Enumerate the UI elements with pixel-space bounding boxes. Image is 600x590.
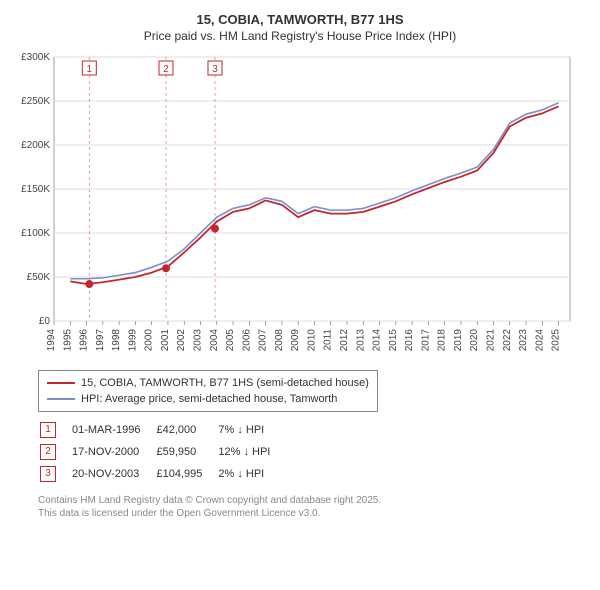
svg-text:1995: 1995	[62, 329, 73, 352]
svg-text:£0: £0	[39, 316, 51, 327]
sale-delta: 12% ↓ HPI	[218, 442, 284, 462]
sale-marker-chip: 2	[40, 444, 56, 460]
sale-price: £104,995	[156, 464, 216, 484]
legend-swatch	[47, 382, 75, 384]
sales-table: 1 01-MAR-1996£42,0007% ↓ HPI 2 17-NOV-2000£…	[38, 418, 286, 486]
svg-text:2018: 2018	[437, 329, 448, 352]
table-row: 1 01-MAR-1996£42,0007% ↓ HPI	[40, 420, 284, 440]
svg-text:2019: 2019	[453, 329, 464, 352]
sale-marker-chip: 1	[40, 422, 56, 438]
svg-text:2000: 2000	[144, 329, 155, 352]
footer-line1: Contains HM Land Registry data © Crown c…	[38, 494, 590, 507]
svg-text:1998: 1998	[111, 329, 122, 352]
sale-price: £42,000	[156, 420, 216, 440]
svg-text:2021: 2021	[485, 329, 496, 352]
svg-text:2: 2	[163, 64, 169, 75]
svg-text:2023: 2023	[518, 329, 529, 352]
page-title: 15, COBIA, TAMWORTH, B77 1HS	[10, 12, 590, 27]
sale-delta: 7% ↓ HPI	[218, 420, 284, 440]
sale-date: 20-NOV-2003	[72, 464, 154, 484]
svg-text:2017: 2017	[420, 329, 431, 352]
legend: 15, COBIA, TAMWORTH, B77 1HS (semi-detac…	[38, 370, 378, 412]
table-row: 2 17-NOV-2000£59,95012% ↓ HPI	[40, 442, 284, 462]
footer-line2: This data is licensed under the Open Gov…	[38, 507, 590, 520]
sale-marker-chip: 3	[40, 466, 56, 482]
sale-date: 01-MAR-1996	[72, 420, 154, 440]
page-subtitle: Price paid vs. HM Land Registry's House …	[10, 29, 590, 43]
legend-row: HPI: Average price, semi-detached house,…	[47, 391, 369, 407]
sale-date: 17-NOV-2000	[72, 442, 154, 462]
svg-text:2008: 2008	[274, 329, 285, 352]
svg-text:£250K: £250K	[21, 96, 50, 107]
chart-container: £0 £50K £100K £150K £200K £250K £300K 1994 1995 1…	[16, 49, 590, 364]
legend-label: HPI: Average price, semi-detached house,…	[81, 391, 337, 407]
svg-text:2015: 2015	[388, 329, 399, 352]
svg-text:2003: 2003	[192, 329, 203, 352]
legend-swatch	[47, 398, 75, 400]
svg-text:1994: 1994	[46, 329, 57, 352]
svg-text:2013: 2013	[355, 329, 366, 352]
svg-text:1: 1	[87, 64, 93, 75]
svg-text:2007: 2007	[258, 329, 269, 352]
price-chart: £0 £50K £100K £150K £200K £250K £300K 1994 1995 1…	[16, 49, 576, 359]
svg-text:2006: 2006	[241, 329, 252, 352]
svg-text:2024: 2024	[534, 329, 545, 352]
svg-text:3: 3	[212, 64, 218, 75]
svg-text:£50K: £50K	[27, 272, 51, 283]
svg-text:2011: 2011	[323, 329, 334, 351]
svg-text:2014: 2014	[372, 329, 383, 352]
svg-text:£200K: £200K	[21, 140, 50, 151]
svg-text:£300K: £300K	[21, 52, 50, 63]
sale-delta: 2% ↓ HPI	[218, 464, 284, 484]
svg-text:1997: 1997	[95, 329, 106, 352]
svg-text:2025: 2025	[551, 329, 562, 352]
svg-text:2009: 2009	[290, 329, 301, 352]
sale-price: £59,950	[156, 442, 216, 462]
svg-text:£150K: £150K	[21, 184, 50, 195]
svg-text:£100K: £100K	[21, 228, 50, 239]
svg-text:2002: 2002	[176, 329, 187, 352]
legend-label: 15, COBIA, TAMWORTH, B77 1HS (semi-detac…	[81, 375, 369, 391]
svg-text:2005: 2005	[225, 329, 236, 352]
svg-text:2020: 2020	[469, 329, 480, 352]
svg-text:2001: 2001	[160, 329, 171, 352]
svg-text:2004: 2004	[209, 329, 220, 352]
svg-text:2016: 2016	[404, 329, 415, 352]
legend-row: 15, COBIA, TAMWORTH, B77 1HS (semi-detac…	[47, 375, 369, 391]
table-row: 3 20-NOV-2003£104,9952% ↓ HPI	[40, 464, 284, 484]
svg-text:1999: 1999	[127, 329, 138, 352]
footer-attribution: Contains HM Land Registry data © Crown c…	[38, 494, 590, 520]
svg-text:2010: 2010	[306, 329, 317, 352]
svg-text:2012: 2012	[339, 329, 350, 352]
svg-text:1996: 1996	[79, 329, 90, 352]
svg-text:2022: 2022	[502, 329, 513, 352]
